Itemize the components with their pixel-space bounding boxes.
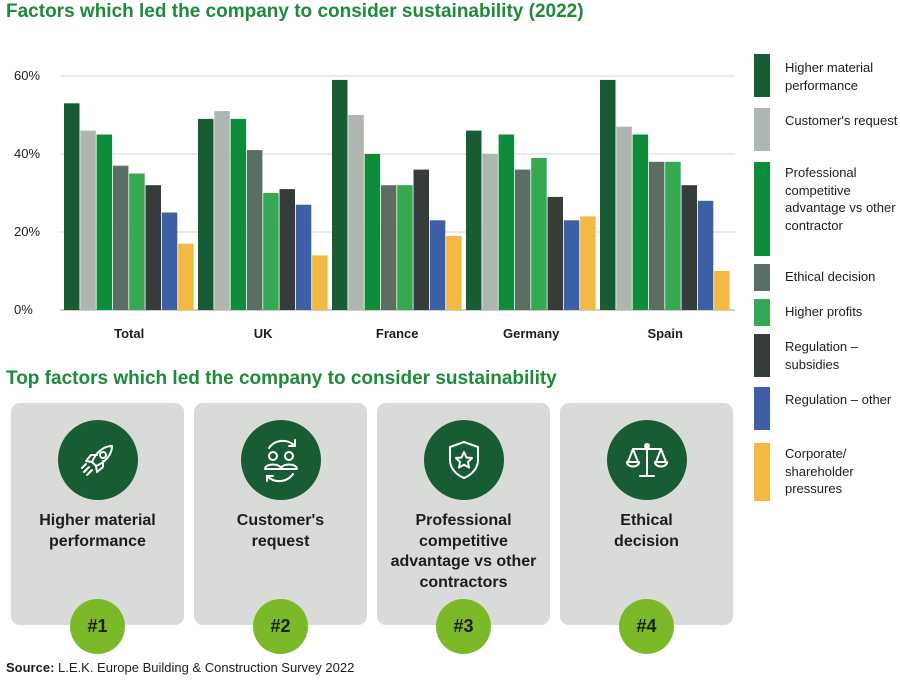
legend-item: Higher material performance [754,54,900,97]
bar [665,161,681,310]
bar [697,200,714,310]
bar-chart: 0% 20% 40% 60% Total UK France Germany Spain [14,68,735,341]
legend-swatch [754,387,770,430]
factor-card: Customer's request #2 [194,403,367,654]
source-prefix: Source: [6,660,55,675]
rocket-icon [81,445,113,476]
category-label: Total [114,326,144,341]
legend-item: Regulation – subsidies [754,334,900,377]
bar [348,115,364,310]
factor-label: Professional competitive advantage vs ot… [390,512,537,591]
bar [482,154,498,310]
bar [279,189,295,310]
legend-item: Ethical decision [754,264,900,291]
bar [714,271,730,310]
bar [547,196,563,310]
bar [312,255,328,310]
factor-label: Ethical decision [614,512,679,550]
bar [429,220,446,310]
bar [413,169,429,310]
bar [246,150,263,310]
legend-label: Higher profits [785,304,863,319]
bar [466,130,482,310]
category-label: Germany [503,326,560,341]
bar [616,126,632,310]
category-label: Spain [647,326,682,341]
bar [600,79,616,311]
rank-badge: #4 [619,599,674,654]
customers-exchange-icon [264,439,298,483]
category-label: UK [254,326,273,341]
y-tick-label: 40% [14,146,40,161]
y-tick-label: 0% [14,302,33,317]
bar [397,185,413,310]
bar [145,185,161,310]
legend-item: Customer's request [754,108,900,151]
legend-label: Ethical decision [785,269,876,284]
bar [648,161,665,310]
legend-swatch [754,334,770,377]
category-label: France [376,326,419,341]
bar [380,185,397,310]
bar [161,212,178,310]
bar [112,165,129,310]
icon-circle [607,420,687,500]
bar [364,154,381,310]
icon-circle [424,420,504,500]
legend-swatch [754,264,770,291]
bar [295,204,312,310]
legend-label: Corporate/ shareholder pressures [785,446,854,496]
factor-card: Professional competitive advantage vs ot… [377,403,550,654]
legend-label: Regulation – subsidies [785,339,858,372]
legend-item: Higher profits [754,299,900,326]
y-tick-label: 20% [14,224,40,239]
factor-card: Higher material performance #1 [11,403,184,654]
bar [531,157,547,310]
bar [332,79,348,311]
bar [498,134,515,310]
bar [198,118,214,311]
legend-item: Regulation – other [754,387,900,430]
legend-item: Professional competitive advantage vs ot… [754,162,900,256]
legend-label: Higher material performance [785,60,874,93]
bar [514,169,531,310]
rank-badge: #2 [253,599,308,654]
bar [263,193,279,310]
legend-swatch [754,299,770,326]
legend-swatch [754,443,770,501]
bar [632,134,649,310]
y-tick-label: 60% [14,68,40,83]
factor-card: Ethical decision #4 [560,403,733,654]
legend-label: Professional competitive advantage vs ot… [785,165,896,233]
bar [214,111,230,310]
source-text: L.E.K. Europe Building & Construction Su… [54,660,355,675]
factor-label: Higher material performance [39,512,156,550]
rank-badge: #3 [436,599,491,654]
rank-badge: #1 [70,599,125,654]
bar [96,134,113,310]
legend-label: Customer's request [785,113,898,128]
bar [681,185,697,310]
bar [446,235,462,310]
shield-star-icon [449,441,479,479]
bar [80,130,96,310]
legend-swatch [754,162,770,256]
legend-swatch [754,108,770,151]
bar [580,216,596,310]
bar [64,103,80,310]
legend-label: Regulation – other [785,392,892,407]
bar [129,173,145,310]
legend-swatch [754,54,770,97]
source-note: Source: L.E.K. Europe Building & Constru… [6,660,354,675]
section-title: Top factors which led the company to con… [6,368,557,389]
factor-label: Customer's request [236,512,325,550]
bar [563,220,580,310]
legend-item: Corporate/ shareholder pressures [754,443,900,501]
icon-circle [241,420,321,500]
chart-title: Factors which led the company to conside… [6,1,584,22]
icon-circle [58,420,138,500]
bar [178,243,194,310]
bar [230,118,247,311]
scales-icon [626,443,668,477]
